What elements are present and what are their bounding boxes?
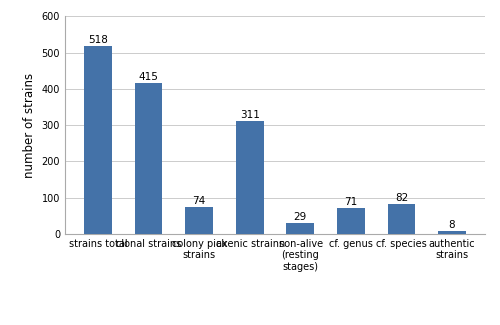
Text: 82: 82 [395, 193, 408, 203]
Text: 518: 518 [88, 34, 108, 45]
Y-axis label: number of strains: number of strains [23, 72, 36, 178]
Bar [388, 204, 415, 234]
Text: 71: 71 [344, 197, 358, 207]
Text: 29: 29 [294, 212, 307, 222]
Bar [236, 121, 264, 234]
Bar [438, 231, 466, 234]
Text: 74: 74 [192, 196, 206, 206]
Text: 8: 8 [448, 220, 456, 230]
Bar [286, 224, 314, 234]
Text: 415: 415 [138, 72, 158, 82]
Bar [337, 208, 365, 234]
Bar [84, 46, 112, 234]
Bar [185, 207, 213, 234]
Bar [134, 84, 162, 234]
Text: 311: 311 [240, 110, 260, 120]
